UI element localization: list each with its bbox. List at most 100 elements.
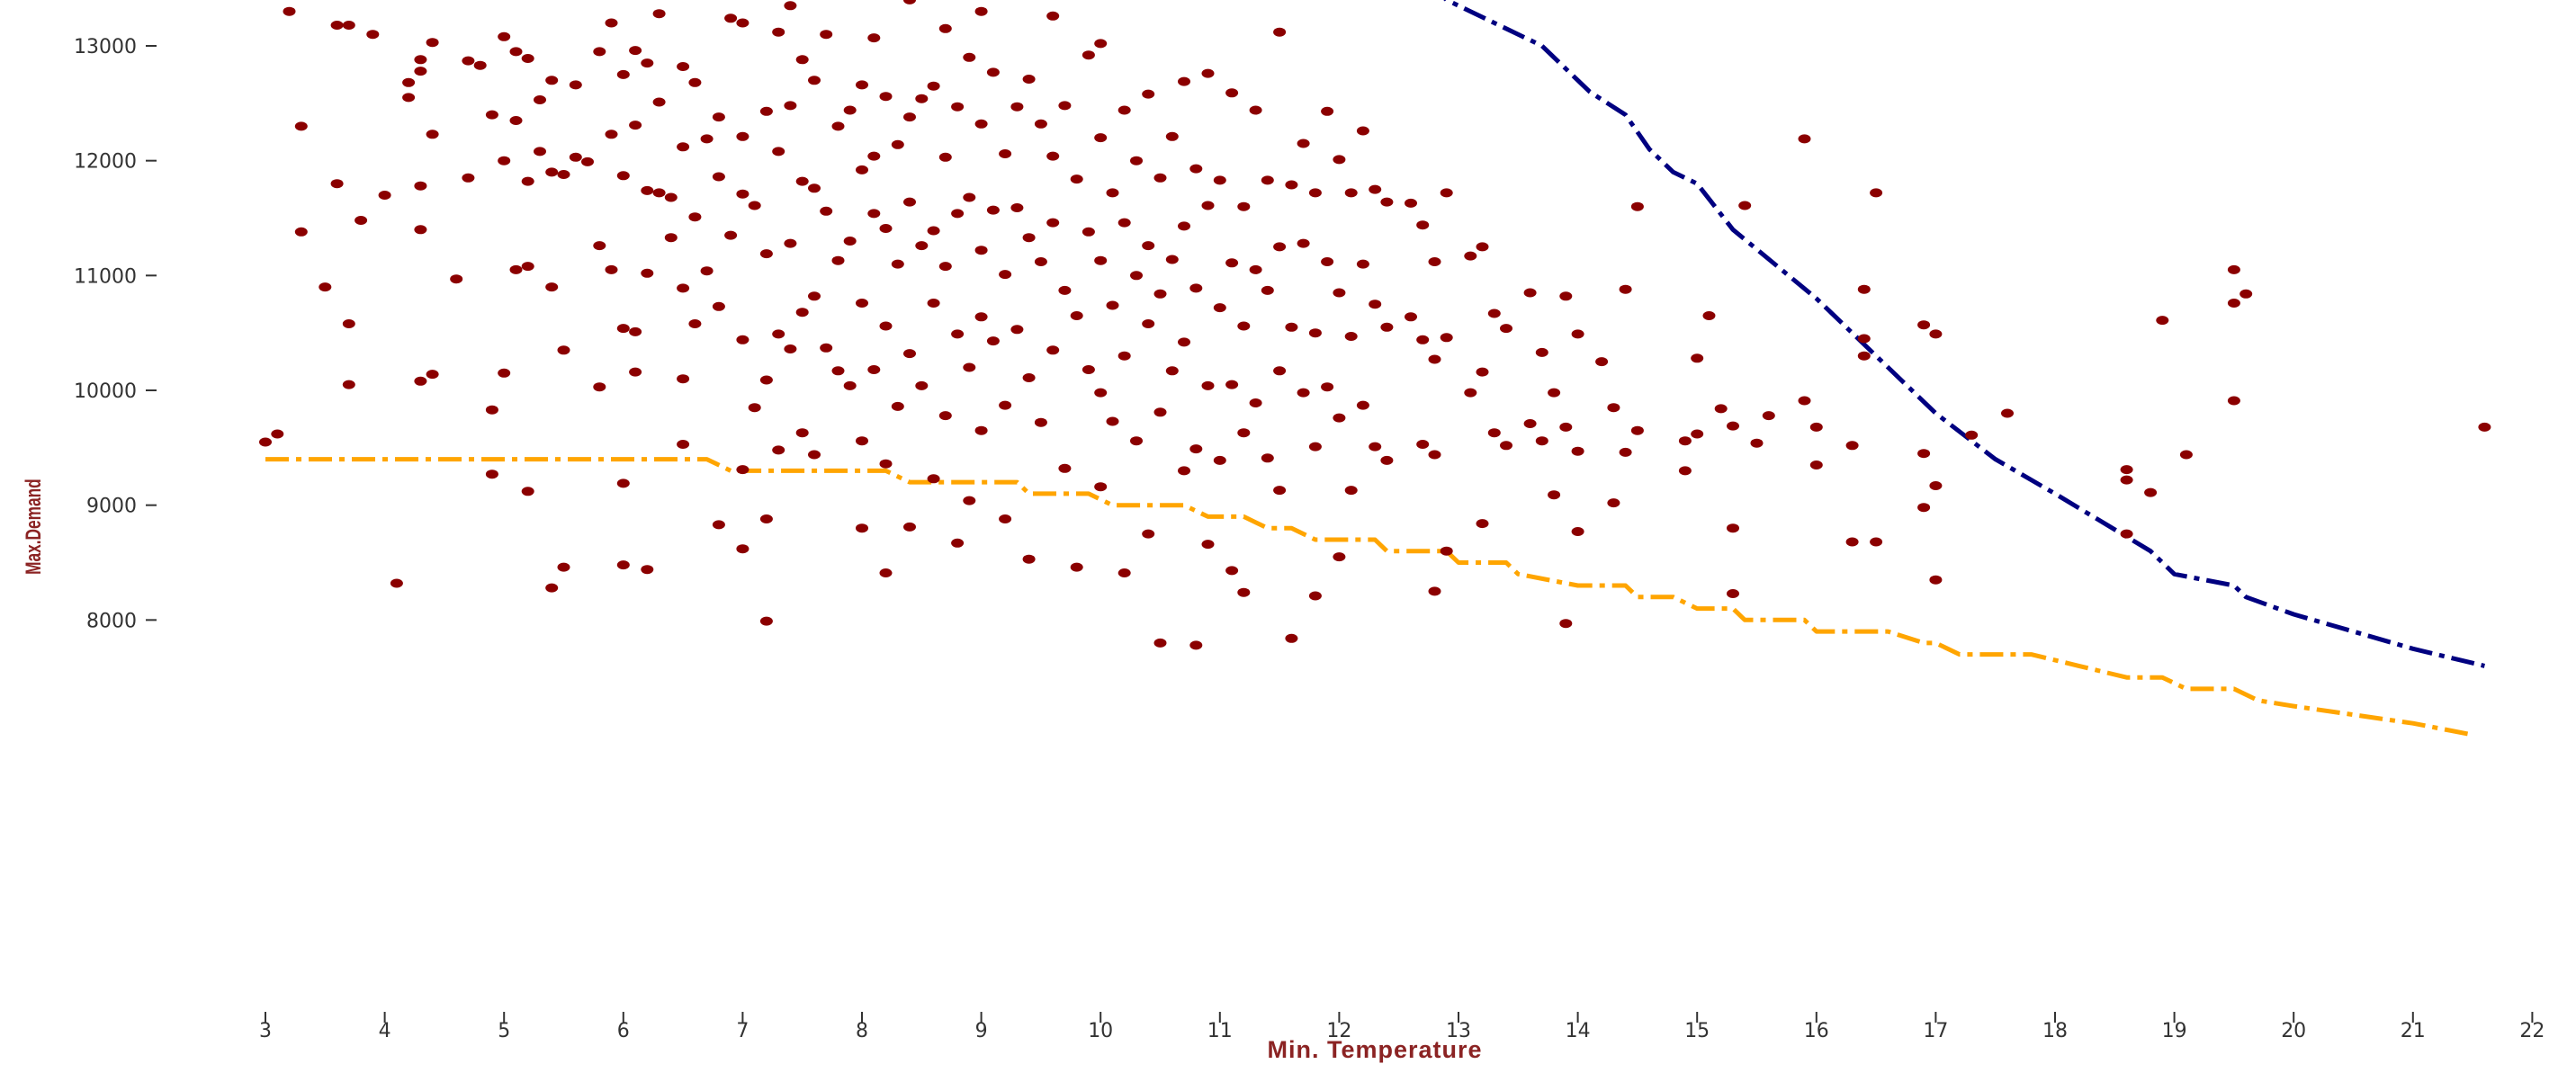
- data-point: [1500, 441, 1512, 451]
- data-point: [330, 21, 344, 30]
- data-point: [414, 181, 427, 191]
- data-point: [856, 80, 868, 90]
- data-point: [867, 209, 881, 219]
- x-tick-label: 16: [1804, 1020, 1829, 1042]
- data-point: [677, 283, 690, 293]
- data-point: [473, 60, 487, 70]
- data-point: [294, 227, 308, 237]
- data-point: [1678, 436, 1692, 446]
- data-point: [1369, 300, 1382, 309]
- x-tick-label: 21: [2401, 1020, 2426, 1042]
- data-point: [616, 324, 630, 334]
- data-point: [557, 345, 570, 355]
- x-tick-label: 12: [1326, 1020, 1351, 1042]
- data-point: [1929, 481, 1943, 490]
- data-point: [856, 436, 868, 446]
- data-point: [1094, 482, 1108, 492]
- data-point: [963, 52, 976, 62]
- data-point: [1440, 546, 1453, 556]
- x-tick-label: 6: [617, 1020, 630, 1042]
- lower-bound-line: [265, 457, 2473, 738]
- data-point: [2227, 299, 2240, 308]
- data-point: [927, 474, 940, 484]
- data-point: [927, 226, 940, 236]
- data-point: [1178, 466, 1190, 476]
- data-point: [581, 156, 594, 166]
- data-point: [1308, 591, 1322, 601]
- data-point: [414, 67, 427, 76]
- data-points: [259, 0, 2491, 650]
- y-axis-title: Max.Demand: [22, 478, 45, 575]
- data-point: [1917, 320, 1931, 330]
- data-point: [677, 62, 690, 71]
- data-point: [974, 425, 988, 435]
- data-point: [784, 1, 797, 11]
- x-axis: 3 4 5 6 7 8 9 10 11 12 13 14 15 16 17 18 19 20 21 22: [259, 1012, 2545, 1042]
- data-point: [1369, 184, 1382, 194]
- data-point: [891, 139, 904, 149]
- data-point: [1678, 466, 1692, 476]
- data-point: [342, 21, 355, 30]
- data-point: [498, 31, 511, 41]
- data-point: [688, 212, 702, 222]
- data-point: [1237, 428, 1251, 438]
- data-point: [903, 349, 916, 359]
- data-point: [1380, 322, 1394, 332]
- data-point: [1691, 429, 1704, 439]
- data-point: [2120, 475, 2133, 485]
- data-point: [963, 496, 976, 505]
- data-point: [700, 266, 714, 276]
- data-point: [1165, 255, 1179, 264]
- data-point: [1308, 442, 1322, 452]
- data-point: [1189, 283, 1203, 293]
- data-point: [1548, 490, 1561, 500]
- data-point: [1249, 398, 1262, 407]
- data-point: [1440, 188, 1453, 198]
- data-point: [1022, 233, 1036, 243]
- data-point: [1559, 291, 1573, 301]
- data-point: [1356, 400, 1369, 410]
- data-point: [1321, 382, 1334, 392]
- data-point: [319, 282, 332, 292]
- data-point: [843, 105, 857, 115]
- data-point: [1809, 460, 1823, 469]
- data-point: [1571, 329, 1584, 339]
- data-point: [986, 205, 1000, 215]
- data-point: [712, 172, 725, 182]
- data-point: [938, 411, 952, 421]
- lower-bound-line-path: [265, 457, 2473, 738]
- data-point: [1022, 373, 1036, 382]
- data-point: [1130, 156, 1143, 165]
- data-point: [986, 336, 1000, 346]
- data-point: [1010, 203, 1024, 212]
- data-point: [629, 367, 642, 377]
- data-point: [1571, 446, 1584, 456]
- data-point: [426, 130, 439, 139]
- data-point: [1405, 198, 1417, 208]
- data-point: [616, 560, 630, 570]
- data-point: [2478, 422, 2491, 432]
- data-point: [1249, 264, 1262, 274]
- data-point: [545, 167, 559, 177]
- data-point: [1273, 27, 1287, 37]
- data-point: [1762, 411, 1775, 421]
- data-point: [1201, 68, 1215, 78]
- data-point: [1010, 325, 1024, 335]
- data-point: [1153, 407, 1167, 417]
- data-point: [641, 268, 654, 278]
- data-point: [605, 130, 618, 139]
- data-point: [652, 97, 666, 107]
- data-point: [534, 147, 546, 156]
- data-point: [938, 23, 952, 33]
- data-point: [1285, 633, 1298, 643]
- y-tick-label: 10000: [74, 380, 137, 403]
- data-point: [736, 131, 749, 141]
- data-point: [1178, 337, 1190, 347]
- data-point: [951, 209, 965, 219]
- data-point: [629, 46, 642, 56]
- data-point: [879, 92, 893, 102]
- data-point: [1344, 332, 1358, 341]
- data-point: [951, 102, 965, 112]
- data-point: [629, 326, 642, 336]
- data-point: [294, 121, 308, 131]
